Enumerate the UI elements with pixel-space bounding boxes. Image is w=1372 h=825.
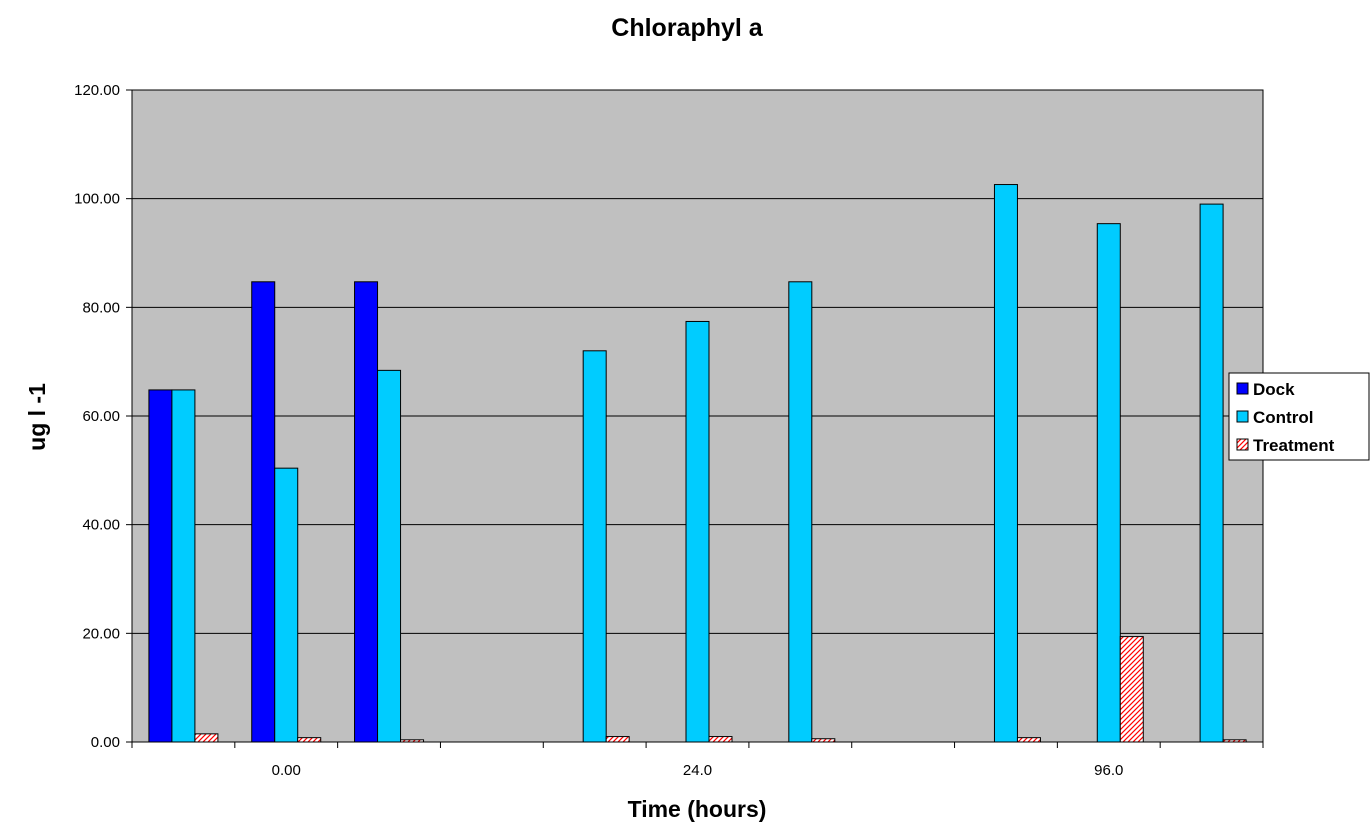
axes: 0.00 20.00 40.00 60.00 80.00 100.00 120.00 0.00… <box>74 82 1264 779</box>
legend-label-control: Control <box>1253 408 1313 427</box>
bar-treatment <box>605 736 630 743</box>
legend-label-treatment: Treatment <box>1253 436 1335 455</box>
y-tick-label: 80.00 <box>82 299 120 316</box>
bar-control <box>274 467 299 743</box>
bar-treatment <box>708 736 733 743</box>
legend-label-dock: Dock <box>1253 380 1295 399</box>
bar-control <box>582 350 607 743</box>
bar-control <box>1096 223 1121 743</box>
x-axis-title: Time (hours) <box>628 796 767 822</box>
y-axis-title: ug l -1 <box>24 383 50 451</box>
bar-treatment <box>194 733 219 743</box>
y-tick-label: 60.00 <box>82 408 120 425</box>
x-group-label: 0.00 <box>272 762 301 779</box>
bar-dock <box>354 281 379 743</box>
bar-treatment <box>297 737 322 743</box>
bars <box>148 184 1247 743</box>
bar-treatment <box>1119 636 1144 743</box>
legend: Dock Control Treatment <box>1228 372 1370 461</box>
bar-dock <box>251 281 276 743</box>
bar-control <box>377 369 402 743</box>
bar-control <box>1199 203 1224 743</box>
y-tick-label: 0.00 <box>91 734 120 751</box>
y-tick-label: 40.00 <box>82 517 120 534</box>
legend-swatch-control <box>1236 410 1249 423</box>
y-tick-label: 100.00 <box>74 191 120 208</box>
bar-control <box>171 389 196 743</box>
legend-box <box>1228 372 1370 461</box>
bar-dock <box>148 389 173 743</box>
legend-swatch-treatment <box>1236 438 1249 451</box>
x-group-label: 96.0 <box>1094 762 1123 779</box>
bar-control <box>788 281 813 743</box>
bar-control <box>993 184 1018 743</box>
y-tick-label: 120.00 <box>74 82 120 99</box>
chart-title: Chloraphyl a <box>611 14 764 42</box>
x-group-label: 24.0 <box>683 762 712 779</box>
legend-swatch-dock <box>1236 382 1249 395</box>
bar-treatment <box>1016 737 1041 743</box>
bar-control <box>685 320 710 743</box>
y-tick-label: 20.00 <box>82 625 120 642</box>
